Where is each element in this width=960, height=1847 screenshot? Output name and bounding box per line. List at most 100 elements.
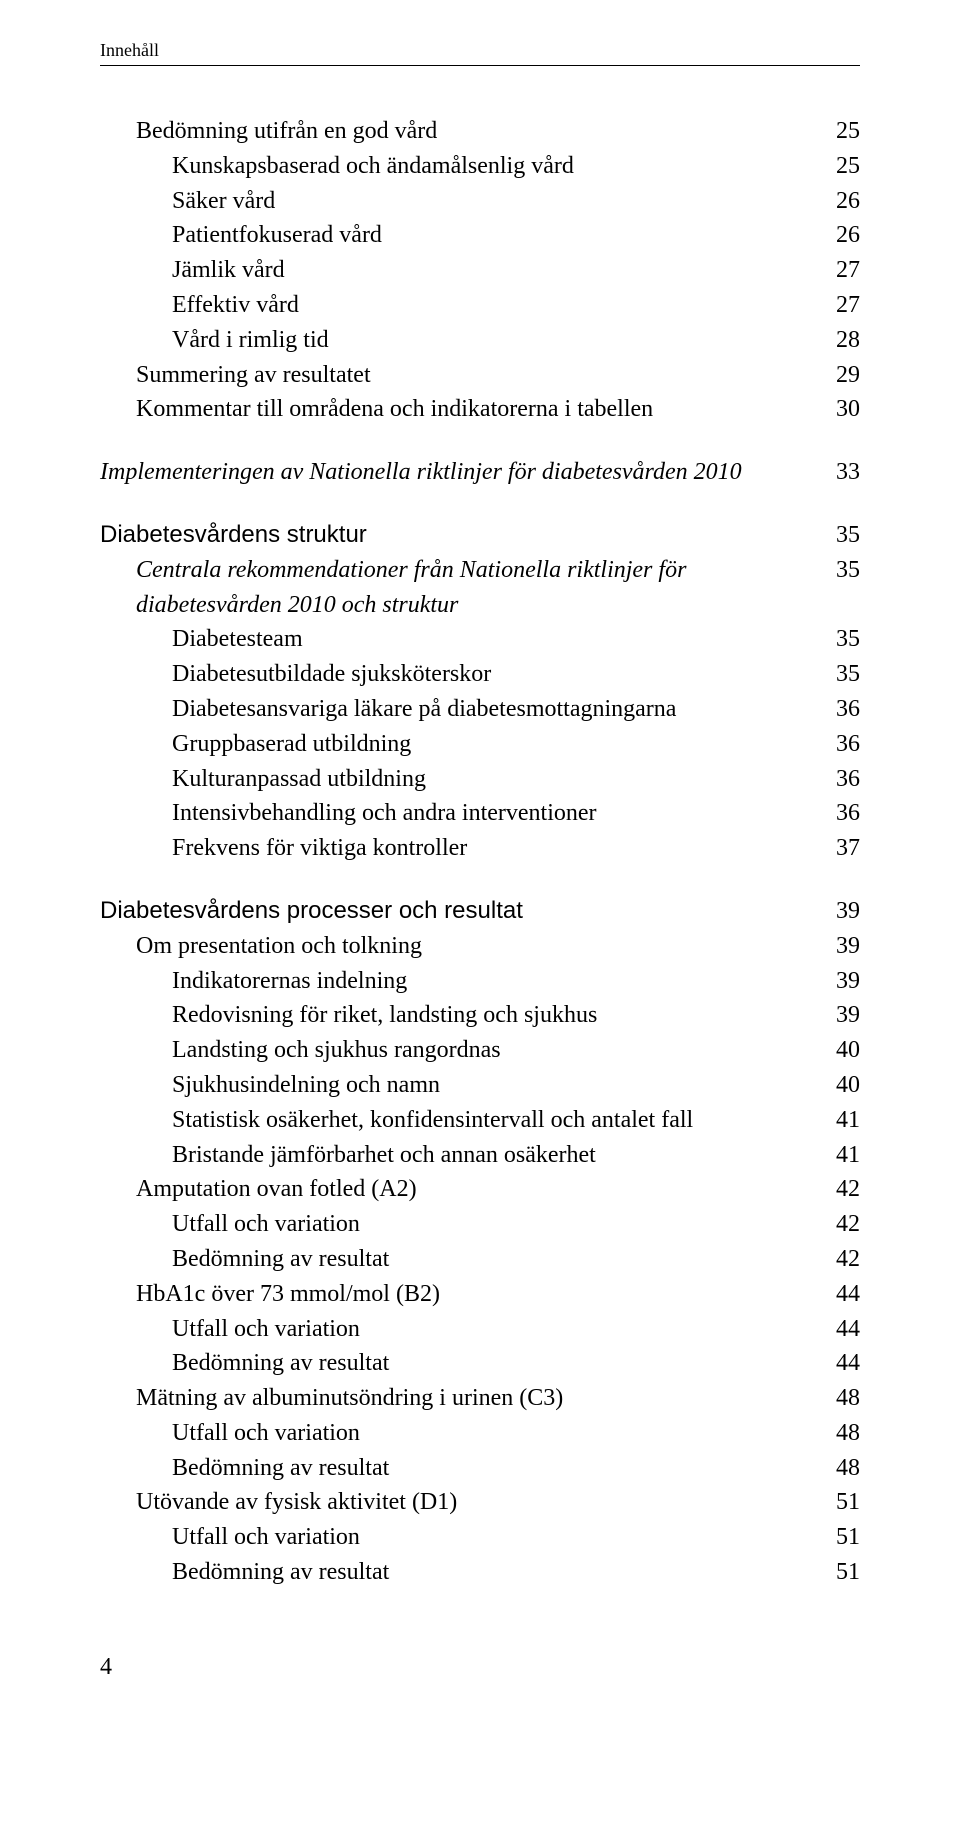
toc-entry: Mätning av albuminutsöndring i urinen (C… bbox=[100, 1381, 860, 1416]
toc-entry: Summering av resultatet29 bbox=[100, 358, 860, 393]
toc-entry: Amputation ovan fotled (A2)42 bbox=[100, 1172, 860, 1207]
toc-entry-label: Landsting och sjukhus rangordnas bbox=[172, 1033, 836, 1068]
toc-entry: Bedömning utifrån en god vård25 bbox=[100, 114, 860, 149]
toc-entry-label: Bedömning av resultat bbox=[172, 1242, 836, 1277]
toc-entry-page: 27 bbox=[836, 253, 860, 288]
toc-entry: Kommentar till områdena och indikatorern… bbox=[100, 392, 860, 427]
toc-entry-label: Indikatorernas indelning bbox=[172, 964, 836, 999]
toc-entry-page: 51 bbox=[836, 1520, 860, 1555]
toc-entry: Indikatorernas indelning39 bbox=[100, 964, 860, 999]
toc-entry-page: 35 bbox=[836, 657, 860, 692]
toc-entry-label: Summering av resultatet bbox=[136, 358, 836, 393]
toc-entry-label: Sjukhusindelning och namn bbox=[172, 1068, 836, 1103]
toc-entry-page: 25 bbox=[836, 149, 860, 184]
toc-entry-label: Diabetesansvariga läkare på diabetesmott… bbox=[172, 692, 836, 727]
toc-entry-page: 41 bbox=[836, 1138, 860, 1173]
toc-entry-label: Utfall och variation bbox=[172, 1520, 836, 1555]
toc-entry-label: Amputation ovan fotled (A2) bbox=[136, 1172, 836, 1207]
toc-entry: Centrala rekommendationer från Nationell… bbox=[100, 553, 860, 623]
toc-entry-page: 36 bbox=[836, 762, 860, 797]
toc-entry-page: 41 bbox=[836, 1103, 860, 1138]
toc-entry: Statistisk osäkerhet, konfidensintervall… bbox=[100, 1103, 860, 1138]
toc-entry-page: 28 bbox=[836, 323, 860, 358]
toc-entry-label: Patientfokuserad vård bbox=[172, 218, 836, 253]
page-number: 4 bbox=[100, 1654, 860, 1681]
toc-entry-page: 39 bbox=[836, 929, 860, 964]
toc-entry-page: 40 bbox=[836, 1033, 860, 1068]
toc-entry: Landsting och sjukhus rangordnas40 bbox=[100, 1033, 860, 1068]
toc-entry: Utövande av fysisk aktivitet (D1)51 bbox=[100, 1485, 860, 1520]
toc-entry-label: Mätning av albuminutsöndring i urinen (C… bbox=[136, 1381, 836, 1416]
toc-entry-page: 42 bbox=[836, 1172, 860, 1207]
toc-entry-label: Utfall och variation bbox=[172, 1207, 836, 1242]
toc-entry-page: 39 bbox=[836, 998, 860, 1033]
toc-entry-page: 36 bbox=[836, 796, 860, 831]
toc-entry-page: 27 bbox=[836, 288, 860, 323]
toc-entry: Bedömning av resultat42 bbox=[100, 1242, 860, 1277]
toc-entry-label: Diabetesutbildade sjuksköterskor bbox=[172, 657, 836, 692]
toc-entry-label: Utfall och variation bbox=[172, 1312, 836, 1347]
toc-entry-page: 48 bbox=[836, 1451, 860, 1486]
toc-entry-page: 26 bbox=[836, 184, 860, 219]
toc-entry: Om presentation och tolkning39 bbox=[100, 929, 860, 964]
toc-entry: Frekvens för viktiga kontroller37 bbox=[100, 831, 860, 866]
toc-entry-page: 35 bbox=[836, 518, 860, 553]
toc-entry-page: 39 bbox=[836, 894, 860, 929]
toc-entry: Intensivbehandling och andra interventio… bbox=[100, 796, 860, 831]
toc-entry-label: Kommentar till områdena och indikatorern… bbox=[136, 392, 836, 427]
toc-entry: Bristande jämförbarhet och annan osäkerh… bbox=[100, 1138, 860, 1173]
toc-container: Bedömning utifrån en god vård25Kunskapsb… bbox=[100, 114, 860, 1590]
toc-entry-page: 35 bbox=[836, 553, 860, 623]
toc-entry-page: 39 bbox=[836, 964, 860, 999]
toc-entry-page: 51 bbox=[836, 1555, 860, 1590]
toc-entry: Implementeringen av Nationella riktlinje… bbox=[100, 455, 860, 490]
toc-entry-page: 26 bbox=[836, 218, 860, 253]
toc-entry-label: Jämlik vård bbox=[172, 253, 836, 288]
toc-entry: Säker vård26 bbox=[100, 184, 860, 219]
toc-entry: Bedömning av resultat44 bbox=[100, 1346, 860, 1381]
toc-entry-page: 40 bbox=[836, 1068, 860, 1103]
toc-entry: Redovisning för riket, landsting och sju… bbox=[100, 998, 860, 1033]
toc-entry-page: 35 bbox=[836, 622, 860, 657]
toc-entry: Bedömning av resultat51 bbox=[100, 1555, 860, 1590]
toc-entry-label: Intensivbehandling och andra interventio… bbox=[172, 796, 836, 831]
toc-entry-page: 48 bbox=[836, 1416, 860, 1451]
toc-entry: Kulturanpassad utbildning36 bbox=[100, 762, 860, 797]
toc-entry: Utfall och variation51 bbox=[100, 1520, 860, 1555]
toc-entry-label: Diabetesteam bbox=[172, 622, 836, 657]
toc-entry-label: Utövande av fysisk aktivitet (D1) bbox=[136, 1485, 836, 1520]
toc-entry-page: 30 bbox=[836, 392, 860, 427]
toc-entry-page: 25 bbox=[836, 114, 860, 149]
toc-entry: Diabetesteam35 bbox=[100, 622, 860, 657]
toc-entry-label: Statistisk osäkerhet, konfidensintervall… bbox=[172, 1103, 836, 1138]
toc-entry-page: 33 bbox=[836, 455, 860, 490]
toc-entry-page: 44 bbox=[836, 1346, 860, 1381]
toc-entry-page: 29 bbox=[836, 358, 860, 393]
toc-entry-page: 36 bbox=[836, 692, 860, 727]
toc-entry: Utfall och variation44 bbox=[100, 1312, 860, 1347]
toc-entry: Diabetesvårdens struktur35 bbox=[100, 518, 860, 553]
toc-entry-label: Bedömning utifrån en god vård bbox=[136, 114, 836, 149]
toc-entry-page: 44 bbox=[836, 1312, 860, 1347]
toc-entry-label: Bristande jämförbarhet och annan osäkerh… bbox=[172, 1138, 836, 1173]
toc-entry: Sjukhusindelning och namn40 bbox=[100, 1068, 860, 1103]
toc-entry-page: 48 bbox=[836, 1381, 860, 1416]
toc-entry-label: Frekvens för viktiga kontroller bbox=[172, 831, 836, 866]
toc-entry-page: 42 bbox=[836, 1242, 860, 1277]
toc-entry-page: 51 bbox=[836, 1485, 860, 1520]
toc-entry: Utfall och variation48 bbox=[100, 1416, 860, 1451]
toc-entry: Patientfokuserad vård26 bbox=[100, 218, 860, 253]
toc-entry-page: 42 bbox=[836, 1207, 860, 1242]
toc-entry-label: Kunskapsbaserad och ändamålsenlig vård bbox=[172, 149, 836, 184]
toc-entry: Diabetesansvariga läkare på diabetesmott… bbox=[100, 692, 860, 727]
toc-entry-label: Säker vård bbox=[172, 184, 836, 219]
toc-entry: Utfall och variation42 bbox=[100, 1207, 860, 1242]
toc-entry-label: Centrala rekommendationer från Nationell… bbox=[136, 553, 836, 623]
toc-entry-label: Kulturanpassad utbildning bbox=[172, 762, 836, 797]
toc-entry-page: 37 bbox=[836, 831, 860, 866]
toc-entry-label: Bedömning av resultat bbox=[172, 1555, 836, 1590]
toc-entry-label: Om presentation och tolkning bbox=[136, 929, 836, 964]
toc-entry-page: 44 bbox=[836, 1277, 860, 1312]
toc-entry-label: Diabetesvårdens processer och resultat bbox=[100, 894, 836, 929]
toc-entry-label: Implementeringen av Nationella riktlinje… bbox=[100, 455, 836, 490]
